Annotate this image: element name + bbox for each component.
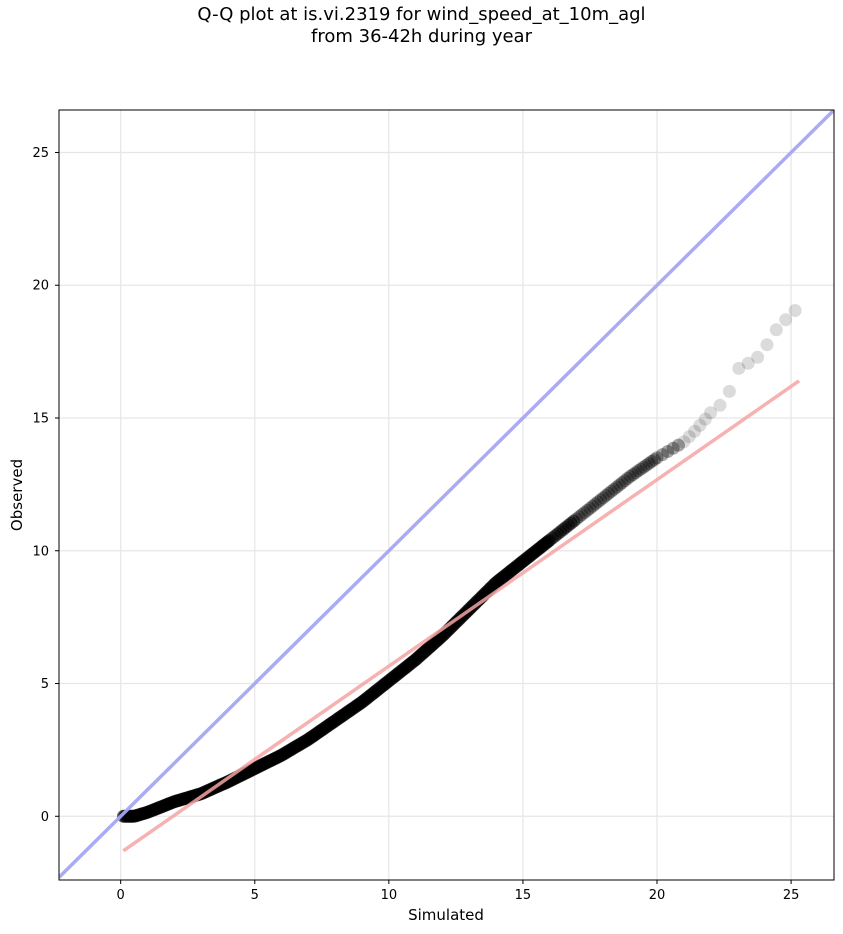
data-point <box>713 398 727 412</box>
data-point <box>615 476 629 490</box>
data-point <box>586 499 600 513</box>
data-point <box>629 466 643 480</box>
data-point <box>572 510 586 524</box>
data-point <box>688 424 702 438</box>
data-point <box>779 313 793 327</box>
x-tick-label: 25 <box>783 888 800 903</box>
x-axis-label: Simulated <box>408 906 484 924</box>
data-point <box>594 493 608 507</box>
fit-line <box>122 379 801 853</box>
data-point <box>672 438 685 452</box>
data-point <box>575 508 589 522</box>
data-point <box>704 406 718 420</box>
data-point <box>647 453 661 467</box>
data-point <box>732 361 746 375</box>
data-point <box>596 491 610 505</box>
data-point <box>722 384 736 398</box>
y-tick-label: 0 <box>41 810 49 825</box>
grid <box>59 110 834 880</box>
data-point <box>655 448 669 462</box>
data-point <box>645 455 659 468</box>
y-axis-label: Observed <box>8 459 26 531</box>
axis-ticks: 0 5 10 15 20 25 0 5 10 15 20 25 <box>32 146 799 903</box>
data-point <box>591 495 605 509</box>
data-point <box>693 418 707 432</box>
data-point <box>788 304 802 317</box>
y-tick-label: 10 <box>32 544 49 559</box>
data-point <box>602 486 616 500</box>
data-point <box>621 472 634 485</box>
data-point <box>567 514 581 528</box>
y-tick-label: 25 <box>32 146 49 161</box>
data-point <box>583 501 597 515</box>
data-point <box>610 480 624 494</box>
data-point <box>769 323 783 337</box>
x-tick-label: 0 <box>117 888 125 903</box>
data-point <box>677 435 691 449</box>
data-point <box>751 350 765 364</box>
chart-title: Q-Q plot at is.vi.2319 for wind_speed_at… <box>0 4 843 48</box>
data-point <box>607 482 621 496</box>
lines <box>59 110 834 879</box>
plot-frame <box>58 109 835 881</box>
data-point <box>626 468 640 482</box>
chart-title-line-1: Q-Q plot at is.vi.2319 for wind_speed_at… <box>197 4 646 25</box>
data-point <box>760 338 774 352</box>
data-point <box>599 489 613 502</box>
data-point <box>613 478 626 492</box>
y-tick-label: 15 <box>32 412 49 427</box>
data-point <box>682 430 696 444</box>
x-tick-label: 15 <box>515 888 532 903</box>
chart-title-line-2: from 36-42h during year <box>311 26 532 47</box>
y-tick-label: 5 <box>41 677 49 692</box>
data-point <box>666 441 680 455</box>
reference-line <box>59 110 834 879</box>
data-point <box>639 458 653 472</box>
data-point <box>604 484 618 498</box>
data-point <box>623 469 637 483</box>
y-tick-label: 20 <box>32 279 49 294</box>
data-point <box>578 506 592 519</box>
x-tick-label: 10 <box>381 888 398 903</box>
data-point <box>618 474 632 488</box>
data-point <box>588 497 602 511</box>
data-point <box>580 503 594 517</box>
data-point <box>634 462 648 476</box>
data-point <box>570 512 584 526</box>
data-point <box>698 412 712 426</box>
data-point <box>650 451 664 465</box>
data-point <box>642 456 656 470</box>
data-point <box>631 464 645 478</box>
data-point <box>637 460 651 474</box>
x-tick-label: 20 <box>649 888 666 903</box>
x-tick-label: 5 <box>251 888 259 903</box>
data-point <box>741 356 755 370</box>
scatter-points <box>116 304 802 823</box>
data-point <box>661 445 675 458</box>
